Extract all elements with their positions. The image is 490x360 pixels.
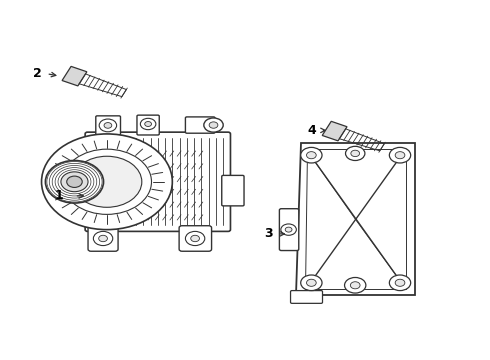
Text: 1: 1 — [54, 189, 63, 202]
Text: 2: 2 — [33, 67, 42, 80]
Circle shape — [307, 279, 316, 286]
Circle shape — [185, 231, 205, 246]
Circle shape — [351, 150, 360, 157]
FancyBboxPatch shape — [85, 132, 230, 231]
Circle shape — [350, 282, 360, 289]
Circle shape — [345, 146, 365, 161]
FancyBboxPatch shape — [88, 226, 118, 251]
Polygon shape — [305, 149, 406, 289]
Text: 4: 4 — [308, 124, 316, 137]
Circle shape — [390, 147, 411, 163]
Circle shape — [285, 227, 292, 232]
FancyBboxPatch shape — [96, 116, 121, 135]
Circle shape — [145, 122, 151, 126]
Circle shape — [301, 275, 322, 291]
FancyBboxPatch shape — [179, 226, 212, 251]
Circle shape — [191, 235, 199, 242]
Polygon shape — [296, 143, 415, 295]
Text: 3: 3 — [264, 228, 272, 240]
FancyBboxPatch shape — [222, 175, 244, 206]
Circle shape — [209, 122, 218, 128]
Polygon shape — [322, 121, 347, 141]
Circle shape — [67, 176, 82, 188]
FancyBboxPatch shape — [137, 115, 159, 135]
FancyBboxPatch shape — [291, 291, 322, 303]
Circle shape — [61, 172, 88, 192]
Circle shape — [204, 118, 223, 132]
Circle shape — [99, 119, 117, 132]
Circle shape — [62, 149, 151, 215]
Circle shape — [344, 278, 366, 293]
Circle shape — [301, 147, 322, 163]
FancyBboxPatch shape — [185, 117, 215, 133]
Polygon shape — [62, 66, 87, 86]
Circle shape — [140, 118, 156, 130]
Circle shape — [281, 224, 296, 235]
Circle shape — [46, 161, 103, 203]
Circle shape — [72, 156, 142, 207]
Circle shape — [395, 152, 405, 159]
Circle shape — [307, 152, 316, 159]
Circle shape — [390, 275, 411, 291]
Circle shape — [395, 279, 405, 286]
FancyBboxPatch shape — [279, 209, 299, 251]
Circle shape — [94, 231, 113, 246]
Circle shape — [98, 235, 107, 242]
Circle shape — [42, 134, 172, 230]
Circle shape — [104, 123, 112, 128]
